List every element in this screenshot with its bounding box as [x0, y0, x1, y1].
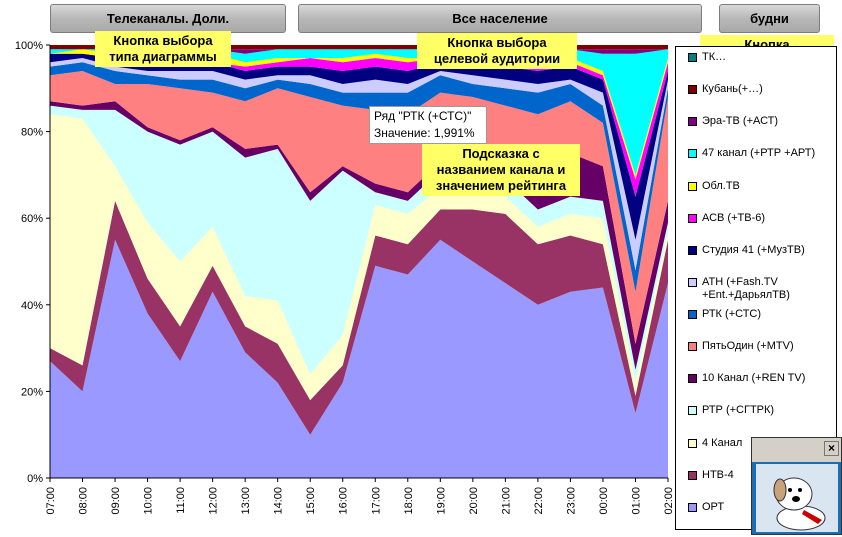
x-tick-label: 13:00: [240, 487, 252, 515]
legend-swatch: [688, 342, 697, 352]
legend-label: РТР (+СГТРК): [702, 404, 775, 417]
legend-swatch: [688, 213, 697, 223]
area-series-11[interactable]: [50, 49, 668, 175]
legend-label: 10 Канал (+REN TV): [702, 372, 806, 385]
legend-label: Эра-ТВ (+АСТ): [702, 115, 779, 128]
legend-label: АТН (+Fash.TV +Ent.+ДарьялТВ): [702, 275, 790, 301]
area-series-2[interactable]: [50, 114, 668, 401]
x-tick-label: 17:00: [370, 487, 382, 515]
legend-swatch: [688, 470, 697, 480]
x-tick-label: 00:00: [598, 487, 610, 515]
x-tick-label: 10:00: [143, 487, 155, 515]
legend-label: АСВ (+ТВ-6): [702, 211, 766, 224]
y-tick-label: 20%: [21, 386, 43, 398]
legend-swatch: [688, 85, 697, 95]
callout-audience: Кнопка выбора целевой аудитории: [417, 33, 577, 69]
legend-swatch: [688, 181, 697, 191]
area-series-1[interactable]: [50, 200, 668, 435]
y-tick-label: 80%: [21, 127, 43, 139]
x-tick-label: 09:00: [110, 487, 122, 515]
legend-swatch: [688, 374, 697, 384]
legend-label: НТВ-4: [702, 468, 734, 481]
close-icon[interactable]: ×: [824, 441, 839, 456]
legend-label: Обл.ТВ: [702, 179, 740, 192]
x-tick-label: 01:00: [630, 487, 642, 515]
legend-label: ПятьОдин (+MTV): [702, 340, 794, 353]
legend-label: ОРТ: [702, 500, 725, 513]
legend-swatch: [688, 406, 697, 416]
legend-swatch: [688, 502, 697, 512]
legend-label: ТК…: [702, 51, 727, 63]
legend-swatch: [688, 117, 697, 127]
x-tick-label: 07:00: [45, 487, 57, 515]
x-tick-label: 16:00: [338, 487, 350, 515]
legend-swatch: [688, 310, 697, 320]
y-tick-label: 40%: [21, 300, 43, 312]
x-tick-label: 20:00: [468, 487, 480, 515]
legend-swatch: [688, 149, 697, 159]
x-tick-label: 08:00: [78, 487, 90, 515]
legend-label: РТК (+СТС): [702, 308, 762, 321]
legend-label: 4 Канал: [702, 436, 743, 449]
chart-type-button[interactable]: Телеканалы. Доли.: [50, 4, 286, 33]
x-tick-label: 22:00: [533, 487, 545, 515]
callout-chart-type: Кнопка выбора типа диаграммы: [95, 31, 231, 67]
area-series-0[interactable]: [50, 239, 668, 478]
y-tick-label: 0%: [27, 473, 43, 485]
tooltip-series: Ряд "РТК (+СТС)": [374, 109, 472, 123]
callout-tooltip: Подсказка с названием канала и значением…: [422, 144, 580, 196]
x-tick-label: 18:00: [403, 487, 415, 515]
y-tick-label: 100%: [15, 40, 43, 52]
area-series-3[interactable]: [50, 105, 668, 383]
legend-label: Студия 41 (+МузТВ): [702, 243, 805, 256]
x-tick-label: 12:00: [208, 487, 220, 515]
legend-swatch: [688, 277, 697, 287]
dog-assistant-icon: [756, 464, 838, 532]
x-tick-label: 14:00: [273, 487, 285, 515]
legend-label: Кубань(+…): [702, 83, 763, 96]
x-tick-label: 19:00: [435, 487, 447, 515]
legend-swatch: [688, 53, 697, 62]
area-series-5[interactable]: [50, 71, 668, 344]
x-tick-label: 21:00: [500, 487, 512, 515]
legend-swatch: [688, 245, 697, 255]
y-tick-label: 60%: [21, 213, 43, 225]
office-assistant[interactable]: ×: [751, 437, 842, 535]
x-tick-label: 15:00: [305, 487, 317, 515]
audience-button[interactable]: Все население: [298, 4, 702, 33]
x-tick-label: 23:00: [565, 487, 577, 515]
x-tick-label: 02:00: [663, 487, 675, 515]
area-series-12[interactable]: [50, 49, 668, 58]
tooltip-value: Значение: 1,991%: [374, 126, 475, 140]
weekdays-button[interactable]: будни: [719, 4, 820, 33]
legend-swatch: [688, 438, 697, 448]
x-tick-label: 11:00: [175, 487, 187, 514]
legend-label: 47 канал (+РТР +АРТ): [702, 147, 816, 160]
chart-tooltip: Ряд "РТК (+СТС)" Значение: 1,991%: [369, 106, 487, 144]
